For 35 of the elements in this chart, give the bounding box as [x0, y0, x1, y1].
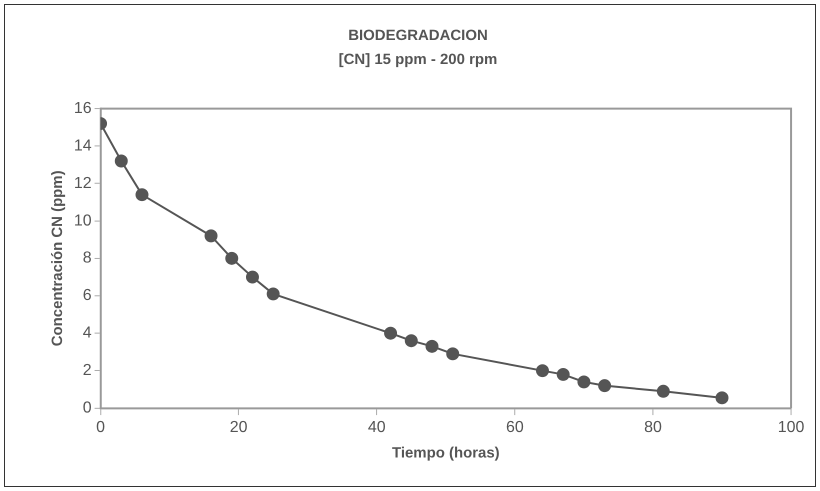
point	[426, 340, 438, 353]
y-tick-label: 0	[82, 400, 92, 417]
point	[716, 391, 728, 404]
point	[656, 384, 670, 398]
y-tick-label: 10	[74, 212, 92, 230]
point	[136, 188, 148, 202]
point	[246, 270, 259, 284]
y-tick-label: 2	[82, 362, 92, 380]
y-tick-label: 12	[74, 174, 92, 192]
point	[114, 154, 128, 168]
y-tick-label: 8	[82, 250, 92, 267]
y-tick-label: 16	[74, 100, 92, 117]
point	[598, 379, 612, 392]
x-axis-title: Tiempo (horas)	[392, 444, 500, 462]
point	[404, 334, 418, 348]
chart-title: BIODEGRADACION	[348, 27, 488, 44]
y-tick-label: 6	[82, 287, 92, 304]
point	[204, 229, 218, 242]
point	[225, 252, 238, 265]
chart-subtitle: [CN] 15 ppm - 200 rpm	[338, 50, 498, 68]
x-tick-label: 20	[230, 419, 248, 436]
point	[536, 364, 549, 378]
point	[446, 347, 460, 360]
y-axis-title: Concentración CN (ppm)	[48, 170, 66, 346]
x-tick-label: 60	[506, 419, 524, 436]
x-tick-label: 100	[778, 419, 804, 436]
x-tick-label: 40	[368, 419, 386, 436]
point	[556, 368, 570, 381]
y-tick-label: 4	[82, 324, 92, 342]
point	[384, 326, 398, 340]
point	[266, 287, 280, 300]
point	[577, 375, 590, 388]
y-tick-label: 14	[74, 137, 92, 154]
x-tick-label: 80	[644, 419, 662, 436]
x-tick-label: 0	[96, 419, 106, 436]
